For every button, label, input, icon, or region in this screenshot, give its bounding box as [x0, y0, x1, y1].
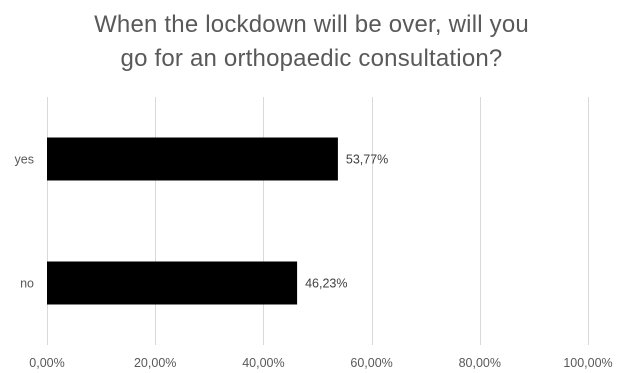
x-tick-label: 20,00% [134, 356, 176, 370]
data-label-no: 46,23% [305, 277, 347, 291]
category-label-yes: yes [15, 153, 34, 167]
x-tick-label: 80,00% [459, 356, 501, 370]
x-tick-label: 100,00% [563, 356, 612, 370]
category-label-no: no [20, 277, 34, 291]
chart-title-line-1: When the lockdown will be over, will you [94, 11, 529, 38]
chart-title-line-2: go for an orthopaedic consultation? [120, 45, 503, 72]
x-tick-label: 0,00% [29, 356, 64, 370]
x-tick-label: 60,00% [350, 356, 392, 370]
labels: 0,00% 20,00% 40,00% 60,00% 80,00% 100,00% yes 5… [15, 153, 613, 371]
bars [47, 137, 338, 305]
bar-no [47, 261, 298, 305]
chart-title: When the lockdown will be over, will you… [0, 8, 623, 76]
data-label-yes: 53,77% [346, 153, 388, 167]
x-tick-label: 40,00% [242, 356, 284, 370]
bar-yes [47, 137, 338, 181]
gridlines [47, 97, 589, 345]
